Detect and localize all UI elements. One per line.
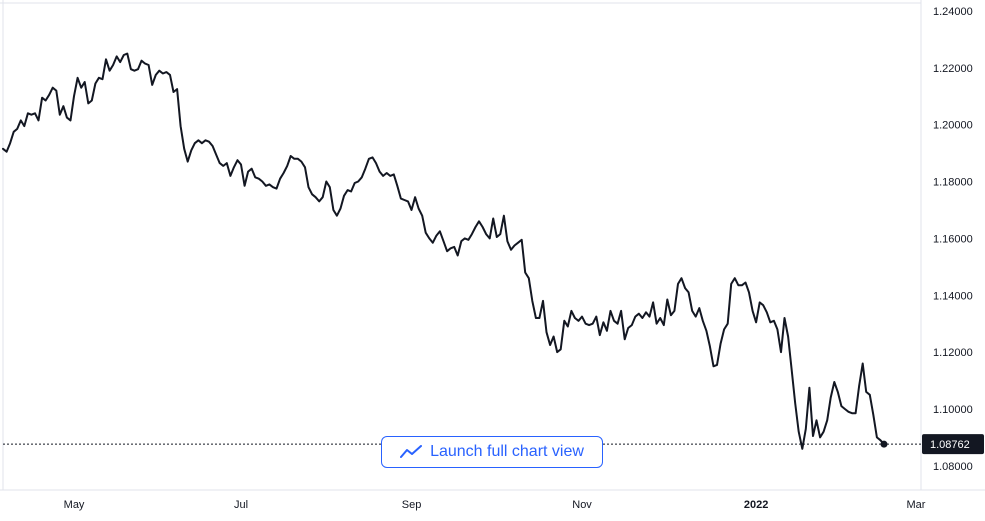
last-price-point xyxy=(880,440,888,448)
last-price-label: 1.08762 xyxy=(930,439,970,451)
y-tick-label: 1.08000 xyxy=(933,461,973,473)
y-tick-label: 1.16000 xyxy=(933,233,973,245)
y-tick-label: 1.24000 xyxy=(933,6,973,18)
launch-full-chart-label: Launch full chart view xyxy=(430,443,584,460)
launch-full-chart-button[interactable]: Launch full chart view xyxy=(381,436,603,468)
price-series-line xyxy=(2,52,885,450)
y-tick-label: 1.12000 xyxy=(933,347,973,359)
x-tick-label: Nov xyxy=(572,499,592,511)
chart-line-icon xyxy=(400,445,423,459)
x-tick-label: Jul xyxy=(234,499,248,511)
last-price-badge xyxy=(922,434,984,455)
x-tick-label: 2022 xyxy=(744,499,768,511)
y-tick-label: 1.18000 xyxy=(933,177,973,189)
y-tick-label: 1.20000 xyxy=(933,120,973,132)
x-tick-label: May xyxy=(64,499,85,511)
y-tick-label: 1.14000 xyxy=(933,290,973,302)
y-tick-label: 1.10000 xyxy=(933,404,973,416)
y-tick-label: 1.22000 xyxy=(933,63,973,75)
x-tick-label: Mar xyxy=(906,499,925,511)
x-tick-label: Sep xyxy=(402,499,422,511)
